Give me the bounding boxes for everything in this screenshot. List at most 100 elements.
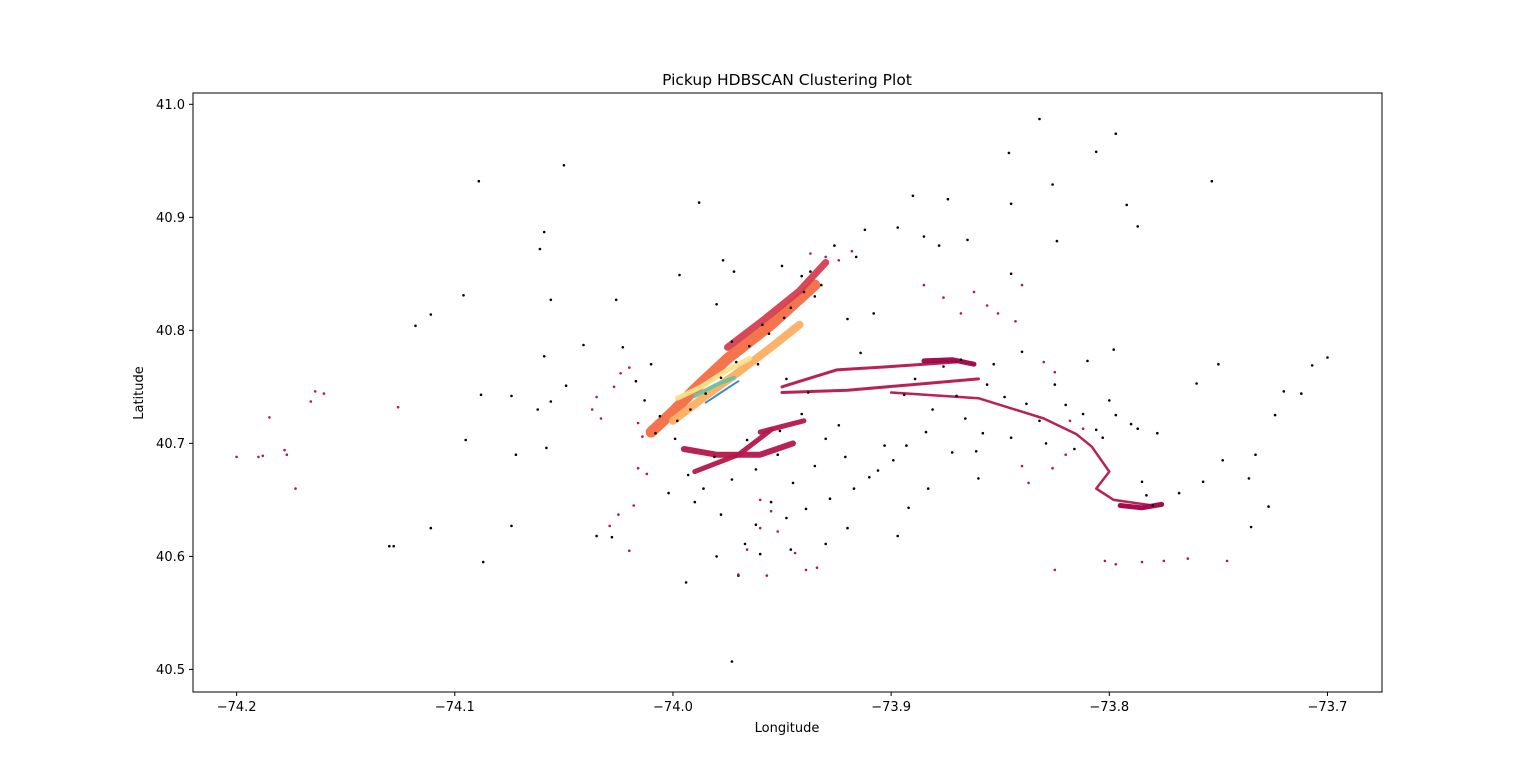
point-noise — [789, 306, 793, 310]
cluster-band-ues-red — [724, 259, 830, 351]
point-noise — [931, 408, 934, 411]
point-noise — [833, 244, 836, 247]
y-tick-label: 41.0 — [156, 98, 185, 113]
point-noise — [719, 513, 723, 516]
point-cluster-crimson — [1064, 453, 1067, 457]
point-noise — [1094, 150, 1098, 154]
point-noise — [959, 358, 963, 362]
point-noise — [1009, 272, 1013, 276]
point-noise — [1094, 428, 1098, 432]
point-noise — [477, 179, 481, 183]
point-noise — [1145, 494, 1148, 497]
point-cluster-crimson — [268, 416, 271, 419]
point-noise — [809, 270, 812, 273]
point-noise — [992, 362, 995, 366]
point-noise — [730, 478, 734, 481]
point-noise — [713, 455, 716, 459]
point-noise — [542, 355, 546, 358]
point-noise — [514, 453, 518, 457]
point-noise — [785, 516, 788, 520]
point-noise — [813, 464, 817, 468]
point-noise — [704, 392, 707, 395]
point-cluster-crimson — [1014, 320, 1017, 323]
point-cluster-crimson — [996, 312, 1000, 315]
point-noise — [754, 468, 758, 471]
point-noise — [479, 393, 483, 397]
point-noise — [896, 534, 899, 538]
point-noise — [654, 431, 657, 435]
point-noise — [702, 487, 705, 490]
point-noise — [824, 542, 827, 546]
point-noise — [1249, 525, 1253, 529]
point-noise — [1003, 395, 1006, 399]
point-noise — [649, 362, 653, 366]
point-noise — [1114, 413, 1118, 417]
point-cluster-crimson — [612, 385, 616, 389]
point-noise — [859, 351, 862, 355]
point-noise — [1086, 359, 1089, 363]
point-noise — [510, 394, 513, 398]
point-noise — [846, 526, 849, 530]
point-noise — [852, 487, 856, 490]
point-cluster-crimson — [776, 530, 779, 533]
cluster-band-queens-corridor — [780, 377, 980, 394]
point-noise — [804, 507, 808, 511]
point-cluster-crimson — [850, 249, 854, 253]
point-noise — [1254, 453, 1257, 457]
point-noise — [388, 544, 391, 548]
point-noise — [922, 235, 926, 238]
point-cluster-crimson — [590, 408, 594, 411]
point-cluster-crimson — [1140, 560, 1144, 564]
point-noise — [1112, 348, 1115, 351]
point-cluster-crimson — [1053, 370, 1057, 374]
point-noise — [667, 491, 670, 495]
point-noise — [942, 365, 945, 368]
point-noise — [902, 393, 906, 397]
point-cluster-crimson — [1114, 563, 1118, 566]
point-noise — [545, 446, 548, 450]
point-noise — [806, 391, 810, 394]
point-noise — [1273, 413, 1277, 417]
point-cluster-crimson — [1053, 568, 1057, 572]
point-noise — [564, 384, 568, 388]
point-noise — [730, 660, 734, 663]
point-noise — [905, 444, 908, 447]
point-noise — [800, 274, 803, 278]
point-noise — [684, 581, 688, 584]
point-noise — [1310, 364, 1314, 367]
point-noise — [1129, 422, 1133, 426]
point-noise — [464, 438, 468, 442]
cluster-band-brooklyn-b — [692, 427, 774, 475]
point-cluster-crimson — [619, 372, 622, 375]
point-noise — [802, 290, 806, 294]
point-cluster-crimson — [628, 366, 631, 369]
point-cluster-crimson — [1103, 559, 1107, 563]
point-cluster-crimson — [1051, 466, 1054, 470]
point-noise — [481, 560, 485, 564]
point-cluster-crimson — [645, 472, 649, 476]
point-noise — [756, 362, 760, 366]
point-noise — [510, 524, 513, 528]
point-noise — [782, 316, 786, 320]
chart-title: Pickup HDBSCAN Clustering Plot — [662, 71, 912, 89]
point-noise — [538, 247, 542, 251]
point-noise — [689, 408, 692, 411]
point-cluster-crimson — [815, 566, 819, 569]
point-noise — [1114, 132, 1118, 135]
point-noise — [985, 383, 989, 386]
point-noise — [1201, 480, 1205, 484]
point-noise — [715, 303, 718, 306]
point-noise — [610, 535, 614, 539]
x-tick-label: −74.0 — [653, 700, 693, 715]
point-noise — [896, 226, 899, 229]
point-noise — [748, 344, 751, 348]
point-noise — [542, 230, 546, 234]
point-noise — [754, 523, 758, 526]
point-cluster-crimson — [959, 312, 963, 315]
point-noise — [673, 437, 677, 441]
point-cluster-crimson — [595, 395, 598, 399]
point-noise — [732, 270, 736, 273]
point-noise — [776, 453, 779, 457]
point-noise — [791, 481, 795, 485]
y-tick-label: 40.9 — [156, 211, 185, 226]
